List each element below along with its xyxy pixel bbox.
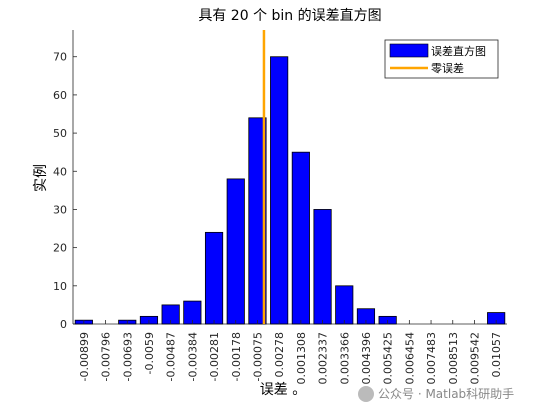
x-tick-label: 0.009542 [468, 332, 481, 385]
x-tick-label: -0.00796 [100, 332, 113, 381]
legend-label-histogram: 误差直方图 [431, 44, 486, 58]
x-tick-label: -0.00899 [78, 332, 91, 381]
histogram-bar [313, 209, 332, 325]
y-tick-label: 50 [53, 127, 67, 140]
legend: 误差直方图 零误差 [384, 39, 499, 79]
x-axis-label: 误差 。 [260, 382, 306, 398]
x-tick-label: -0.00384 [186, 332, 199, 381]
legend-swatch-histogram [389, 43, 429, 58]
y-tick-label: 10 [53, 280, 67, 293]
y-tick-label: 20 [53, 242, 67, 255]
y-tick-label: 30 [53, 203, 67, 216]
x-tick-label: -0.00281 [208, 332, 221, 381]
wechat-icon [358, 386, 374, 402]
y-tick-label: 70 [53, 51, 67, 64]
x-tick-label: 0.001308 [295, 332, 308, 385]
y-axis-label: 实例 [33, 164, 49, 192]
x-tick-label: 0.002337 [317, 332, 330, 385]
x-tick-label: 0.004396 [360, 332, 373, 385]
y-tick-label: 0 [60, 318, 67, 331]
chart-title: 具有 20 个 bin 的误差直方图 [198, 7, 381, 24]
x-tick-label: -0.00693 [121, 332, 134, 381]
x-tick-label: 0.006454 [403, 332, 416, 385]
x-tick-label: -0.0059 [143, 332, 156, 374]
x-tick-label: -0.00178 [230, 332, 243, 381]
x-tick-label: 0.008513 [447, 332, 460, 385]
x-tick-label: 0.007483 [425, 332, 438, 385]
histogram-bar [270, 56, 289, 325]
x-tick-label: 0.00278 [273, 332, 286, 378]
histogram-bar [204, 231, 224, 325]
watermark-text: 公众号 · Matlab科研助手 [378, 387, 514, 401]
x-tick-label: 0.003366 [338, 332, 351, 385]
histogram-bar [291, 151, 310, 325]
legend-label-zero-error: 零误差 [431, 61, 464, 75]
histogram-bar [226, 178, 245, 325]
histogram-bar [335, 285, 354, 325]
x-tick-label: 0.005425 [382, 332, 395, 385]
watermark: 公众号 · Matlab科研助手 [358, 386, 514, 402]
x-tick-label: -0.00487 [165, 332, 178, 381]
x-tick-label: -0.00075 [251, 332, 264, 381]
y-tick-label: 60 [53, 89, 67, 102]
x-tick-label: 0.01057 [490, 332, 503, 378]
y-tick-label: 40 [53, 165, 67, 178]
